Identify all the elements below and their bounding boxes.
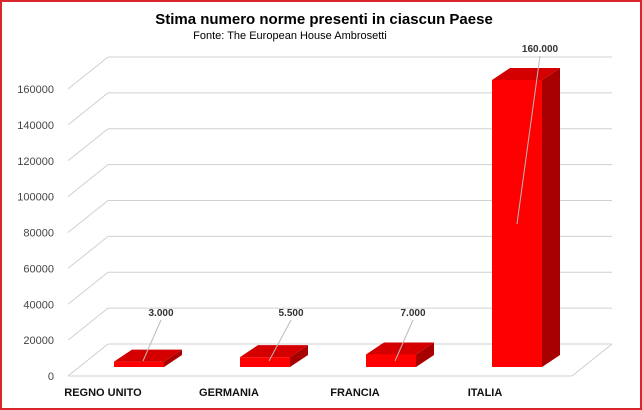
data-label-3: 160.000 [522,44,559,55]
bar-1 [240,345,308,367]
side-gridline-3 [67,235,109,269]
y-axis: 0 20000 40000 60000 80000 100000 120000 140000 1… [17,84,54,383]
y-tick-label-1: 20000 [23,335,54,347]
chart-title: Stima numero norme presenti in ciascun P… [155,11,493,28]
chart-subtitle: Fonte: The European House Ambrosetti [193,30,387,42]
leader-line-0 [142,319,162,362]
y-tick-label-3: 60000 [23,263,54,275]
bar-0 [114,349,182,367]
leader-line-1 [268,319,292,362]
bars: 3.000 5.500 7.000 160.000 [114,44,560,367]
side-gridline-8 [67,56,109,90]
y-tick-label-6: 120000 [17,156,54,168]
bar-2 [366,342,434,367]
data-label-0: 3.000 [148,308,173,319]
side-gridline-6 [67,128,109,162]
data-label-1: 5.500 [278,308,303,319]
side-gridline-1 [67,307,109,341]
bar-front-1 [240,357,290,367]
floor-right-edge [571,343,613,377]
side-gridline-0 [67,343,109,377]
bar-top-0 [114,349,182,362]
side-gridline-5 [67,164,109,198]
side-gridline-2 [67,271,109,305]
bar-side-1 [290,345,308,367]
x-tick-label-1: GERMANIA [199,387,259,399]
bar-front-2 [366,354,416,367]
y-tick-label-2: 40000 [23,299,54,311]
y-tick-label-8: 160000 [17,84,54,96]
x-tick-label-0: REGNO UNITO [64,387,142,399]
data-label-2: 7.000 [400,308,425,319]
x-axis: REGNO UNITO GERMANIA FRANCIA ITALIA [64,387,502,399]
bar-front-0 [114,361,164,367]
y-tick-label-5: 100000 [17,192,54,204]
bar-3 [492,68,560,367]
bar-side-0 [164,349,182,367]
x-tick-label-2: FRANCIA [330,387,380,399]
side-gridline-4 [67,200,109,233]
bar-top-3 [492,68,560,80]
y-tick-label-0: 0 [48,371,54,383]
x-tick-label-3: ITALIA [468,387,503,399]
side-gridline-7 [67,92,109,126]
y-tick-label-4: 80000 [23,228,54,240]
leader-line-2 [394,319,414,362]
bar-side-3 [542,68,560,367]
bar-side-2 [416,342,434,367]
leader-line-3 [516,55,541,225]
y-tick-label-7: 140000 [17,120,54,132]
